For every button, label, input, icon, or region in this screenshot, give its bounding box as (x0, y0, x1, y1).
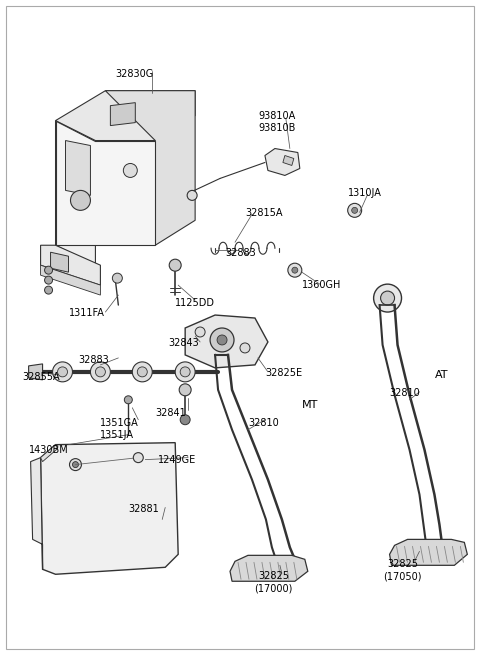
Text: AT: AT (434, 370, 448, 380)
Circle shape (124, 396, 132, 403)
Text: 32855A: 32855A (23, 372, 60, 382)
Polygon shape (41, 265, 100, 295)
Circle shape (71, 191, 90, 210)
Circle shape (45, 276, 52, 284)
Circle shape (133, 453, 144, 462)
Circle shape (123, 164, 137, 178)
Polygon shape (106, 90, 195, 245)
Polygon shape (390, 539, 468, 565)
Text: 32825: 32825 (258, 571, 289, 581)
Circle shape (292, 267, 298, 273)
Polygon shape (41, 245, 100, 285)
Circle shape (180, 367, 190, 377)
Text: 1430BM: 1430BM (29, 445, 68, 455)
Polygon shape (110, 103, 135, 126)
Text: 93810B: 93810B (258, 122, 295, 132)
Circle shape (137, 367, 147, 377)
Polygon shape (56, 121, 96, 265)
Text: 93810A: 93810A (258, 111, 295, 121)
Polygon shape (29, 364, 43, 380)
Text: 32810: 32810 (390, 388, 420, 398)
Text: MT: MT (302, 400, 318, 410)
Polygon shape (56, 90, 195, 141)
Polygon shape (265, 149, 300, 176)
Polygon shape (283, 155, 294, 166)
Text: 32841: 32841 (155, 408, 186, 418)
Text: 32843: 32843 (168, 338, 199, 348)
Circle shape (180, 415, 190, 424)
Polygon shape (41, 443, 178, 574)
Text: 32881: 32881 (128, 504, 159, 514)
Text: 32825: 32825 (387, 559, 419, 569)
Text: 1125DD: 1125DD (175, 298, 215, 308)
Polygon shape (65, 141, 90, 195)
Text: 1311FA: 1311FA (69, 308, 104, 318)
Circle shape (179, 384, 191, 396)
Polygon shape (41, 445, 58, 462)
Text: 1310JA: 1310JA (348, 189, 382, 198)
Circle shape (72, 462, 78, 468)
Text: 32825E: 32825E (265, 368, 302, 378)
Circle shape (195, 327, 205, 337)
Circle shape (175, 362, 195, 382)
Polygon shape (185, 315, 268, 368)
Text: (17050): (17050) (384, 571, 422, 581)
Circle shape (112, 273, 122, 283)
Circle shape (52, 362, 72, 382)
Circle shape (90, 362, 110, 382)
Circle shape (45, 266, 52, 274)
Polygon shape (50, 252, 69, 272)
Text: 32830G: 32830G (115, 69, 154, 79)
Circle shape (217, 335, 227, 345)
Circle shape (132, 362, 152, 382)
Polygon shape (230, 555, 308, 581)
Text: 32810: 32810 (248, 418, 279, 428)
Text: 1351JA: 1351JA (100, 430, 134, 440)
Circle shape (187, 191, 197, 200)
Circle shape (70, 458, 82, 470)
Circle shape (210, 328, 234, 352)
Text: 1360GH: 1360GH (302, 280, 341, 290)
Text: (17000): (17000) (254, 583, 292, 593)
Text: 1249GE: 1249GE (158, 455, 196, 464)
Circle shape (348, 203, 361, 217)
Circle shape (45, 286, 52, 294)
Circle shape (169, 259, 181, 271)
Circle shape (288, 263, 302, 277)
Text: 32883: 32883 (78, 355, 109, 365)
Circle shape (96, 367, 106, 377)
Circle shape (58, 367, 68, 377)
Circle shape (352, 208, 358, 214)
Text: 32883: 32883 (225, 248, 256, 258)
Circle shape (373, 284, 402, 312)
Circle shape (381, 291, 395, 305)
Text: 1351GA: 1351GA (100, 418, 139, 428)
Polygon shape (56, 121, 155, 245)
Text: 32815A: 32815A (245, 208, 283, 218)
Polygon shape (31, 458, 43, 569)
Circle shape (240, 343, 250, 353)
